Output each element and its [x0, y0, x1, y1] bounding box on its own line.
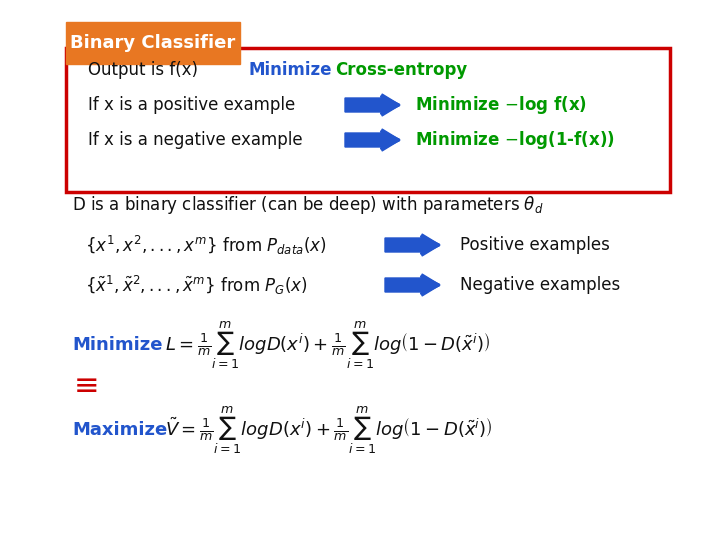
FancyArrow shape [385, 274, 440, 296]
Text: Output is f(x): Output is f(x) [88, 61, 198, 79]
FancyArrow shape [345, 94, 400, 116]
Text: Negative examples: Negative examples [460, 276, 620, 294]
Text: Cross-entropy: Cross-entropy [335, 61, 467, 79]
Text: Minimize: Minimize [72, 336, 163, 354]
Text: $\{\tilde{x}^1, \tilde{x}^2, ..., \tilde{x}^m\}$ from $P_G(x)$: $\{\tilde{x}^1, \tilde{x}^2, ..., \tilde… [85, 273, 307, 296]
Text: $\equiv$: $\equiv$ [68, 370, 99, 400]
Text: $L = \frac{1}{m}\sum_{i=1}^{m} logD(x^i) + \frac{1}{m}\sum_{i=1}^{m} log\left(1 : $L = \frac{1}{m}\sum_{i=1}^{m} logD(x^i)… [165, 319, 490, 371]
FancyBboxPatch shape [66, 48, 670, 192]
Text: $\{x^1, x^2, ..., x^m\}$ from $P_{data}(x)$: $\{x^1, x^2, ..., x^m\}$ from $P_{data}(… [85, 233, 327, 256]
Text: If x is a negative example: If x is a negative example [88, 131, 302, 149]
FancyBboxPatch shape [66, 22, 240, 64]
FancyArrow shape [385, 234, 440, 256]
Text: Binary Classifier: Binary Classifier [71, 34, 235, 52]
Text: Minimize $-$log(1-f(x)): Minimize $-$log(1-f(x)) [415, 129, 615, 151]
Text: Minimize: Minimize [248, 61, 331, 79]
Text: Minimize $-$log f(x): Minimize $-$log f(x) [415, 94, 587, 116]
Text: $\tilde{V} = \frac{1}{m}\sum_{i=1}^{m} logD(x^i) + \frac{1}{m}\sum_{i=1}^{m} log: $\tilde{V} = \frac{1}{m}\sum_{i=1}^{m} l… [165, 404, 492, 456]
Text: If x is a positive example: If x is a positive example [88, 96, 295, 114]
Text: D is a binary classifier (can be deep) with parameters $\theta_d$: D is a binary classifier (can be deep) w… [72, 194, 544, 216]
FancyArrow shape [345, 129, 400, 151]
Text: Maximize: Maximize [72, 421, 167, 439]
Text: Positive examples: Positive examples [460, 236, 610, 254]
